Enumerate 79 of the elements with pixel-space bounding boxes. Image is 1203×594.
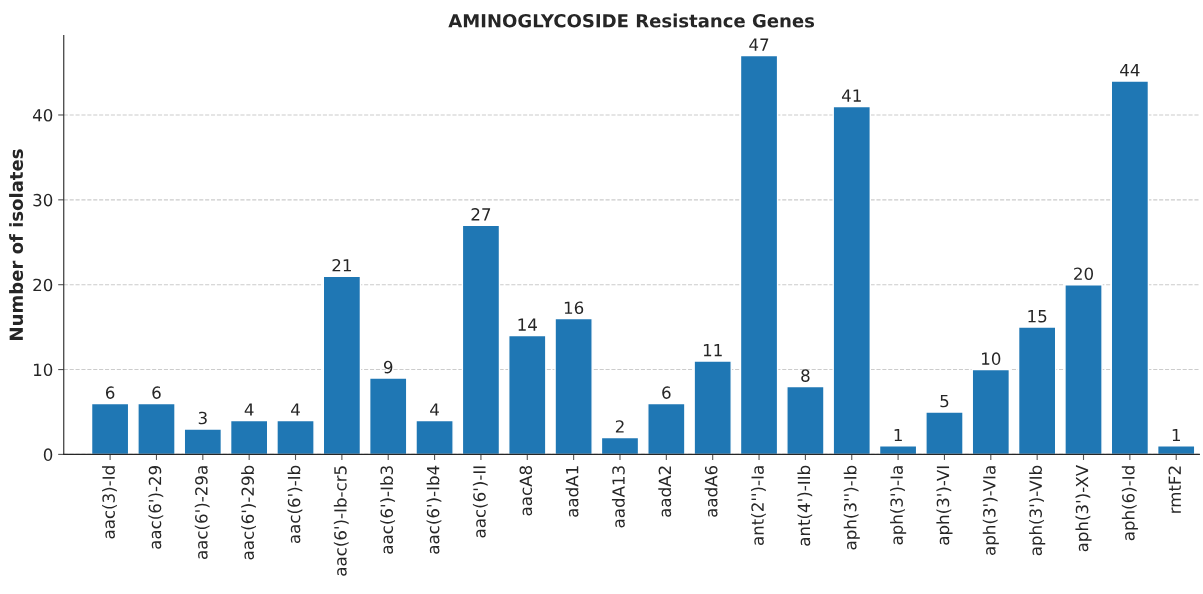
data-label: 3 — [198, 411, 207, 425]
x-tick-label: aac(6')-29 — [148, 466, 164, 549]
data-label: 27 — [471, 208, 491, 221]
bar — [229, 419, 269, 455]
bar — [878, 445, 918, 455]
bar — [1156, 445, 1196, 455]
data-label: 2 — [615, 420, 624, 433]
bar — [786, 385, 825, 455]
data-label: 16 — [564, 301, 584, 315]
bar — [415, 419, 454, 455]
bar — [137, 402, 176, 455]
data-label: 44 — [1120, 64, 1140, 77]
x-tick-label: aph(3')-VIa — [982, 466, 999, 555]
x-tick-label: aph(6)-Id — [1121, 466, 1138, 541]
data-label: 4 — [430, 403, 439, 416]
data-label: 20 — [1074, 267, 1094, 281]
bar — [322, 275, 362, 455]
x-tick-label: aac(6')-Ib-cr5 — [333, 466, 349, 576]
y-tick-label: 10 — [33, 363, 53, 377]
bar — [90, 402, 130, 455]
data-label: 9 — [383, 360, 393, 374]
x-tick-label: aac(6')-Ib4 — [426, 465, 442, 554]
data-label: 14 — [518, 318, 537, 331]
bar — [508, 334, 547, 455]
y-tick-label: 30 — [33, 193, 53, 207]
x-tick-label: ant(4')-IIb — [797, 465, 813, 546]
bar — [1110, 80, 1150, 455]
data-label: 21 — [332, 258, 351, 272]
x-tick-label: aadA6 — [704, 465, 718, 517]
bar — [647, 402, 686, 455]
data-label: 1 — [894, 428, 902, 442]
data-label: 4 — [291, 403, 300, 416]
data-label: 8 — [801, 369, 810, 382]
data-label: 10 — [982, 352, 1001, 365]
bar — [276, 419, 315, 455]
x-tick-label: aacA8 — [519, 465, 533, 516]
y-tick-label: 0 — [43, 448, 53, 461]
x-tick-label: aadA13 — [611, 466, 625, 528]
x-tick-label: aac(6')-Ib3 — [380, 466, 396, 554]
x-tick-label: aac(6')-29b — [241, 465, 256, 560]
bar — [971, 368, 1011, 455]
data-label: 15 — [1028, 310, 1047, 323]
data-label: 41 — [841, 89, 861, 102]
data-label: 1 — [1172, 428, 1180, 442]
bar — [1064, 284, 1103, 455]
data-label: 11 — [703, 344, 722, 357]
x-tick-label: aadA1 — [565, 466, 579, 517]
x-tick-label: ant(2'')-Ia — [751, 466, 766, 546]
bar — [368, 377, 408, 455]
x-tick-label: aac(6')-29a — [194, 466, 210, 560]
data-label: 6 — [152, 386, 161, 399]
x-tick-label: aadA2 — [658, 466, 672, 517]
y-tick-label: 20 — [33, 278, 53, 292]
bar — [925, 411, 964, 455]
bar — [461, 224, 501, 455]
x-tick-label: aac(3)-Id — [102, 466, 117, 539]
x-tick-label: aph(3')-Ia — [890, 466, 907, 545]
bar — [600, 436, 640, 455]
x-tick-label: aph(3')-VIb — [1029, 465, 1046, 556]
data-label: 4 — [244, 403, 254, 416]
x-tick-label: aac(6')-II — [472, 466, 488, 538]
bar — [832, 105, 871, 455]
data-label: 6 — [105, 386, 115, 399]
data-label: 6 — [662, 386, 671, 399]
bar — [554, 317, 593, 455]
x-tick-label: aac(6')-Ib — [287, 465, 303, 544]
data-label: 47 — [749, 38, 769, 51]
x-tick-label: aph(3'')-Ib — [843, 465, 860, 550]
y-tick-label: 40 — [32, 108, 53, 122]
x-tick-label: aph(3')-XV — [1075, 464, 1092, 552]
bar — [183, 428, 223, 455]
data-label: 5 — [940, 394, 949, 408]
bar — [693, 360, 732, 455]
y-axis-title: Number of isolates — [9, 149, 24, 340]
chart-title: AMINOGLYCOSIDE Resistance Genes — [448, 13, 815, 28]
bar — [1017, 326, 1057, 455]
bar — [739, 54, 779, 455]
x-tick-label: rmtF2 — [1168, 466, 1181, 513]
x-tick-label: aph(3')-VI — [936, 466, 953, 545]
